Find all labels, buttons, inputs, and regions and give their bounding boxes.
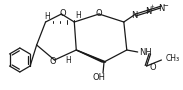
Text: O: O	[49, 57, 56, 66]
Text: CH₃: CH₃	[165, 53, 180, 62]
Text: N: N	[158, 4, 165, 13]
Text: N: N	[132, 11, 138, 20]
Text: H: H	[45, 12, 51, 21]
Text: N: N	[145, 6, 152, 15]
Text: OH: OH	[93, 74, 106, 83]
Text: H: H	[66, 56, 71, 65]
Text: O: O	[59, 8, 66, 17]
Polygon shape	[76, 50, 106, 62]
Text: −: −	[163, 3, 168, 9]
Text: H: H	[75, 11, 81, 20]
Text: O: O	[96, 8, 102, 17]
Text: O: O	[150, 64, 156, 73]
Text: NH: NH	[139, 48, 151, 57]
Text: +: +	[149, 4, 154, 8]
